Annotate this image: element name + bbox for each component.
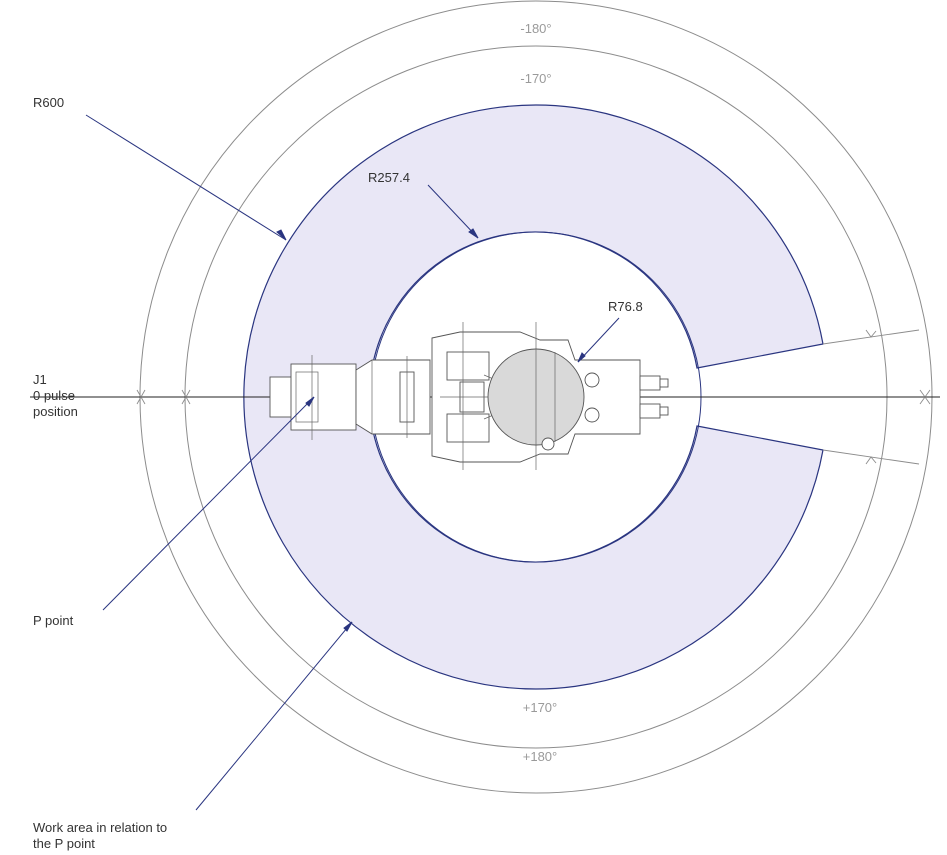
label-p-point: P point (33, 613, 74, 628)
label-r257: R257.4 (368, 170, 410, 185)
work-area (243, 104, 824, 690)
label-j1: J1 0 pulse position (33, 372, 79, 419)
degree-label-plus-180: +180° (523, 749, 557, 764)
robot-top-view (269, 322, 669, 470)
angle-arrows (136, 329, 931, 465)
label-work-area: Work area in relation to the P point (33, 820, 171, 851)
label-r76: R76.8 (608, 299, 643, 314)
label-r600: R600 (33, 95, 64, 110)
degree-label-plus-170: +170° (523, 700, 557, 715)
leader-lines (85, 114, 620, 811)
degree-label-minus-170: -170° (520, 71, 551, 86)
degree-label-minus-180: -180° (520, 21, 551, 36)
